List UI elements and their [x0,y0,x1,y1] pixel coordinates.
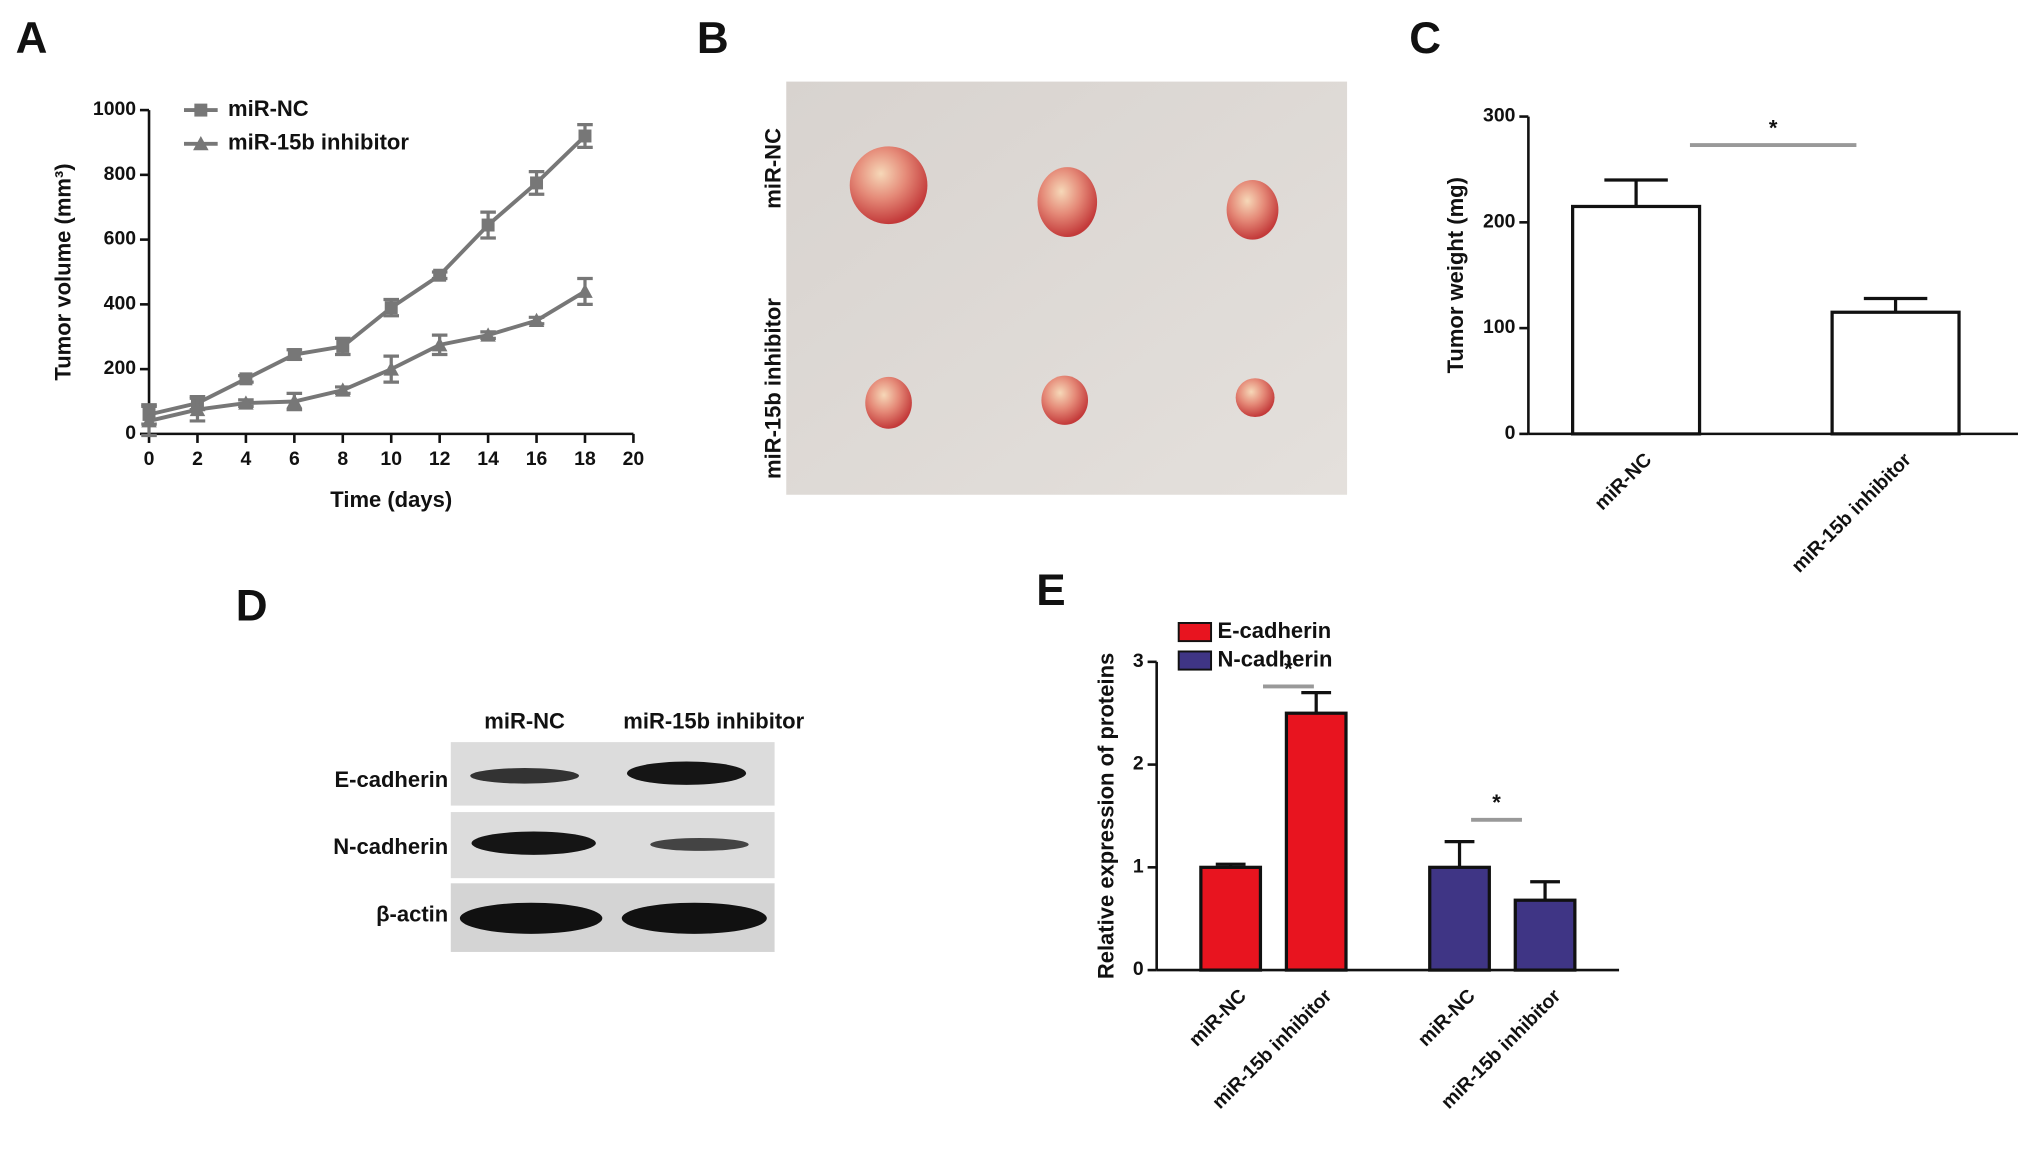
panel-label: C [1409,14,1441,63]
western-blot [450,742,775,952]
marker [578,129,592,143]
y-tick-label: 800 [104,163,136,185]
marker [530,176,544,190]
legend-marker [194,103,208,117]
marker [528,312,545,328]
significance-label: * [1492,790,1501,815]
photo-row-label: miR-15b inhibitor [760,298,785,479]
blot-row-label: β-actin [376,902,448,927]
legend-label: miR-NC [228,96,309,121]
bar [1284,711,1348,972]
x-tick-label: 2 [192,448,203,470]
bar [1199,865,1263,972]
y-tick-label: 600 [104,228,136,250]
x-tick-label: miR-15b inhibitor [1787,448,1916,577]
y-axis-label: Relative expression of proteins [1093,653,1118,979]
x-tick-label: miR-NC [1185,985,1251,1051]
y-tick-label: 2 [1133,753,1144,775]
panel-label: A [16,14,48,63]
y-tick-label: 200 [104,357,136,379]
legend-marker [193,135,209,151]
legend-swatch [1177,622,1213,643]
y-tick-label: 0 [1505,422,1516,444]
y-tick-label: 400 [104,292,136,314]
significance-label: * [1284,657,1293,682]
x-tick-label: 4 [241,448,252,470]
x-axis-label: Time (days) [330,487,452,512]
legend-label: N-cadherin [1218,646,1333,671]
marker [287,348,301,362]
x-tick-label: 6 [289,448,300,470]
x-tick-label: 8 [337,448,348,470]
panel-label: D [236,581,268,630]
marker [481,218,495,232]
x-tick-label: miR-NC [1414,985,1480,1051]
blot-row-label: E-cadherin [335,767,449,792]
tumor-photo [786,81,1348,495]
marker [335,382,351,397]
y-tick-label: 0 [1133,958,1144,980]
marker [286,393,303,408]
y-tick-label: 3 [1133,650,1144,672]
y-tick-label: 100 [1483,316,1515,338]
marker [480,327,496,342]
x-tick-label: miR-NC [1590,449,1656,515]
significance-label: * [1769,115,1778,140]
bar [1571,204,1702,436]
y-axis-label: Tumor volume (mm³) [51,163,76,380]
blot-column-label: miR-NC [484,709,565,734]
y-tick-label: 300 [1483,105,1515,127]
bar [1513,898,1577,972]
marker [336,339,350,353]
marker [238,395,254,410]
marker [239,372,253,386]
blot-row-label: N-cadherin [333,834,448,859]
x-tick-label: 0 [144,448,155,470]
y-axis-label: Tumor weight (mg) [1443,177,1468,373]
legend-label: E-cadherin [1218,618,1332,643]
x-tick-label: 10 [380,448,402,470]
panel-label: E [1036,566,1065,615]
marker [383,361,399,376]
x-tick-label: 18 [574,448,596,470]
series-line [148,134,587,417]
series-line [148,289,586,423]
blot-column-label: miR-15b inhibitor [623,709,804,734]
y-tick-label: 1000 [93,98,136,120]
photo-row-label: miR-NC [760,128,785,209]
x-tick-label: 12 [429,448,451,470]
marker [433,268,447,282]
marker [431,337,448,352]
x-tick-label: 16 [526,448,548,470]
marker [384,301,398,315]
legend-label: miR-15b inhibitor [228,130,409,155]
x-tick-label: 14 [477,448,499,470]
legend-swatch [1177,650,1213,671]
x-tick-label: 20 [623,448,645,470]
y-tick-label: 1 [1133,855,1144,877]
y-tick-label: 0 [125,422,136,444]
marker [141,413,157,428]
y-tick-label: 200 [1483,210,1515,232]
bar [1830,310,1961,436]
marker [577,283,593,298]
panel-label: B [697,14,729,63]
marker [189,401,206,417]
bar [1428,865,1491,972]
